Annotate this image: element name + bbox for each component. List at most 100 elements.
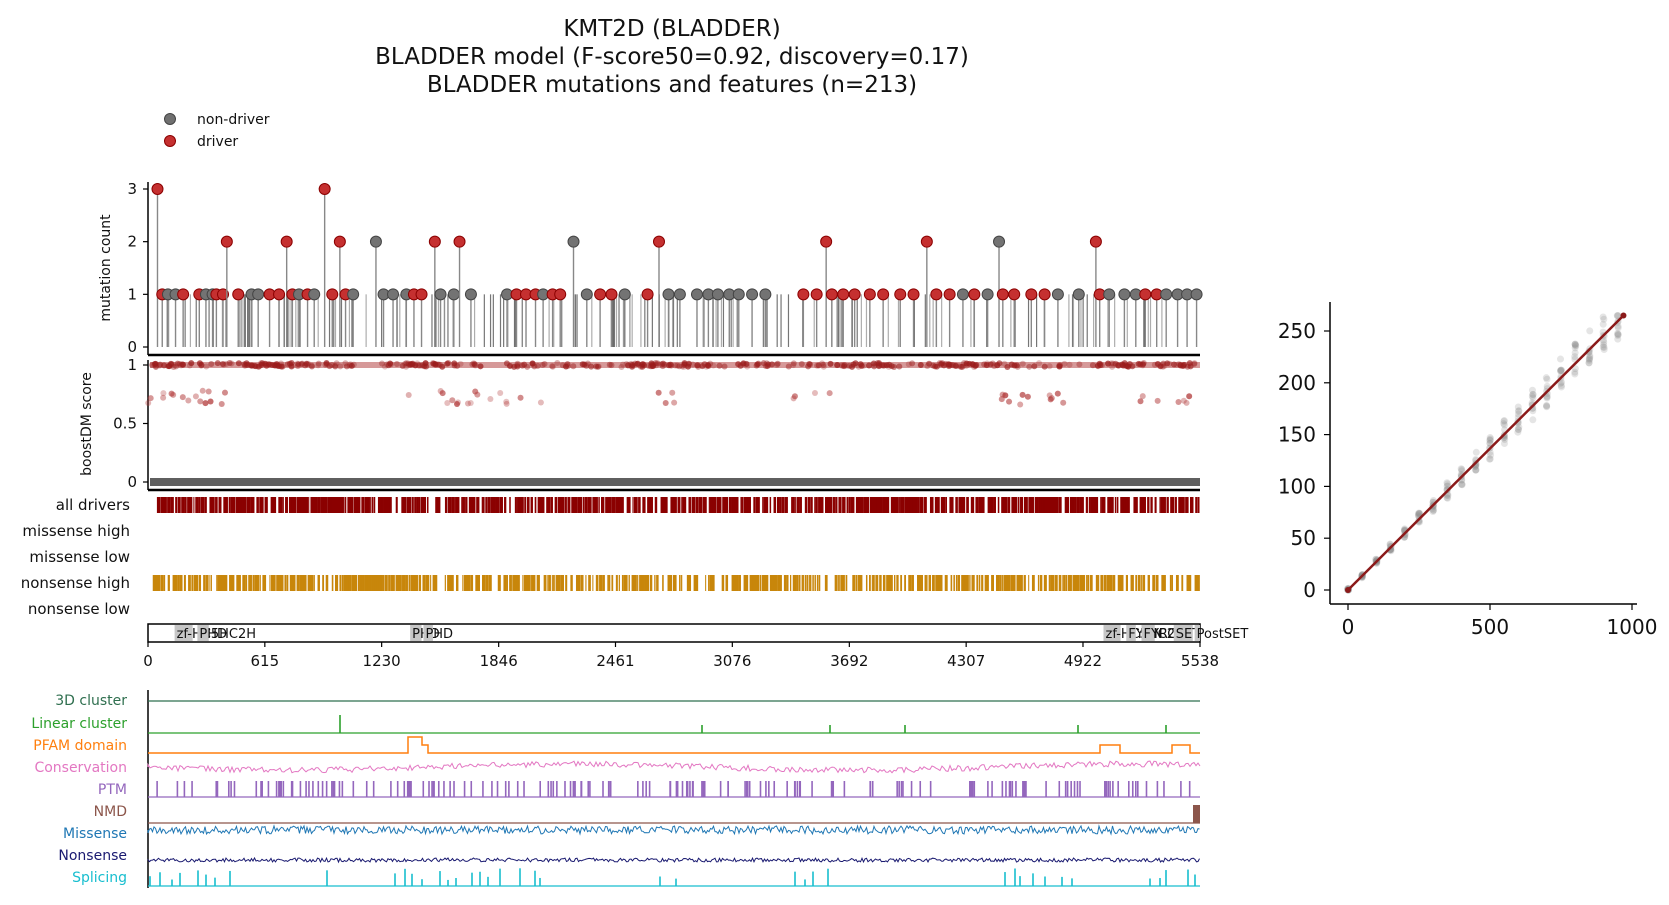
all-drivers-bar <box>1076 497 1079 513</box>
all-drivers-bar <box>894 497 898 513</box>
boostdm-driver-point <box>156 362 163 369</box>
boostdm-mid-point <box>455 399 462 406</box>
nonsense-high-bar <box>710 575 713 591</box>
boostdm-mid-point <box>826 390 833 397</box>
nonsense-high-bar <box>427 575 430 591</box>
nonsense-high-bar <box>331 575 334 591</box>
driver-point <box>907 288 920 301</box>
nonsense-high-bar <box>662 575 664 591</box>
all-drivers-bar <box>1040 497 1043 513</box>
nonsense-high-bar <box>558 575 561 591</box>
nonsense-high-bar <box>1028 575 1030 591</box>
all-drivers-bar <box>1039 497 1041 513</box>
all-drivers-bar <box>494 497 496 513</box>
downsampling-point <box>1486 437 1494 445</box>
nonsense-high-bar <box>973 575 975 591</box>
nonsense-high-bar <box>1163 575 1165 591</box>
all-drivers-bar <box>832 497 835 513</box>
all-drivers-bar <box>910 497 914 513</box>
boostdm-driver-point <box>1011 362 1018 369</box>
boostdm-driver-point <box>815 362 822 369</box>
all-drivers-bar <box>202 497 205 513</box>
all-drivers-bar <box>779 497 782 513</box>
all-drivers-bar <box>764 497 766 513</box>
nonsense-high-bar <box>363 575 365 591</box>
nonsense-high-bar <box>607 575 609 591</box>
nonsense-high-bar <box>236 575 238 591</box>
all-drivers-bar <box>1052 497 1055 513</box>
nonsense-high-bar <box>918 575 921 591</box>
domain-xtick-label: 3076 <box>713 652 751 670</box>
domain-block <box>1194 625 1200 641</box>
all-drivers-bar <box>1049 497 1051 513</box>
nonsense-high-bar <box>292 575 295 591</box>
nonsense-high-bar <box>935 575 937 591</box>
nonsense-high-bar <box>483 575 485 591</box>
downsampling-ytick-label: 50 <box>1291 526 1316 550</box>
boostdm-mid-point <box>998 396 1005 403</box>
downsampling-point <box>1529 390 1537 398</box>
all-drivers-bar <box>1070 497 1073 513</box>
nonsense-high-bar <box>248 575 250 591</box>
all-drivers-bar <box>621 497 624 513</box>
domain-block <box>197 625 209 641</box>
all-drivers-bar <box>710 497 713 513</box>
all-drivers-bar <box>1170 497 1172 513</box>
all-drivers-bar <box>482 497 485 513</box>
all-drivers-bar <box>1136 497 1138 513</box>
nonsense-high-bar <box>904 575 907 591</box>
all-drivers-bar <box>369 497 371 513</box>
all-drivers-bar <box>828 497 831 513</box>
nonsense-high-bar <box>366 575 369 591</box>
all-drivers-bar <box>1044 497 1047 513</box>
boostdm-mid-point <box>1139 393 1146 400</box>
all-drivers-bar <box>314 497 317 513</box>
boostdm-driver-point <box>608 362 615 369</box>
boostdm-mid-point <box>160 390 167 397</box>
nonsense-high-bar <box>1067 575 1070 591</box>
all-drivers-bar <box>1055 497 1058 513</box>
non-driver-point <box>690 288 703 301</box>
nonsense-high-bar <box>838 575 840 591</box>
all-drivers-bar <box>638 497 641 513</box>
downsampling-point <box>1543 393 1551 401</box>
boostdm-driver-point <box>1177 362 1184 369</box>
nonsense-high-bar <box>444 575 446 591</box>
nonsense-high-bar <box>966 575 969 591</box>
boostdm-driver-point <box>570 363 577 370</box>
all-drivers-bar <box>520 497 524 513</box>
all-drivers-bar <box>1197 497 1200 513</box>
boostdm-driver-point <box>208 361 215 368</box>
all-drivers-bar <box>904 497 907 513</box>
all-drivers-bar <box>264 497 268 513</box>
boostdm-driver-point <box>399 362 406 369</box>
boostdm-driver-point <box>857 361 864 368</box>
nonsense-high-bar <box>1013 575 1016 591</box>
nonsense-high-bar <box>1040 575 1042 591</box>
nonsense-high-bar <box>779 575 782 591</box>
all-drivers-bar <box>348 497 350 513</box>
nonsense-high-bar <box>400 575 402 591</box>
boostdm-driver-point <box>680 363 687 370</box>
boostdm-mid-point <box>467 399 474 406</box>
all-drivers-bar <box>195 497 197 513</box>
downsampling-fit-line <box>1347 314 1625 591</box>
nonsense-high-bar <box>628 575 630 591</box>
all-drivers-bar <box>317 497 319 513</box>
downsampling-point <box>1457 465 1465 473</box>
nonsense-high-bar <box>996 575 999 591</box>
downsampling-point <box>1515 407 1523 415</box>
boostdm-driver-point <box>685 360 692 367</box>
nonsense-high-bar <box>668 575 671 591</box>
driver-point <box>453 235 466 248</box>
all-drivers-bar <box>259 497 262 513</box>
downsampling-point <box>1600 338 1608 346</box>
downsampling-point <box>1514 426 1522 434</box>
all-drivers-bar <box>408 497 410 513</box>
nonsense-high-bar <box>1044 575 1046 591</box>
all-drivers-bar <box>386 497 390 513</box>
nonsense-high-bar <box>403 575 406 591</box>
all-drivers-bar <box>708 497 710 513</box>
downsampling-point <box>1571 342 1579 350</box>
nonsense-high-bar <box>773 575 776 591</box>
